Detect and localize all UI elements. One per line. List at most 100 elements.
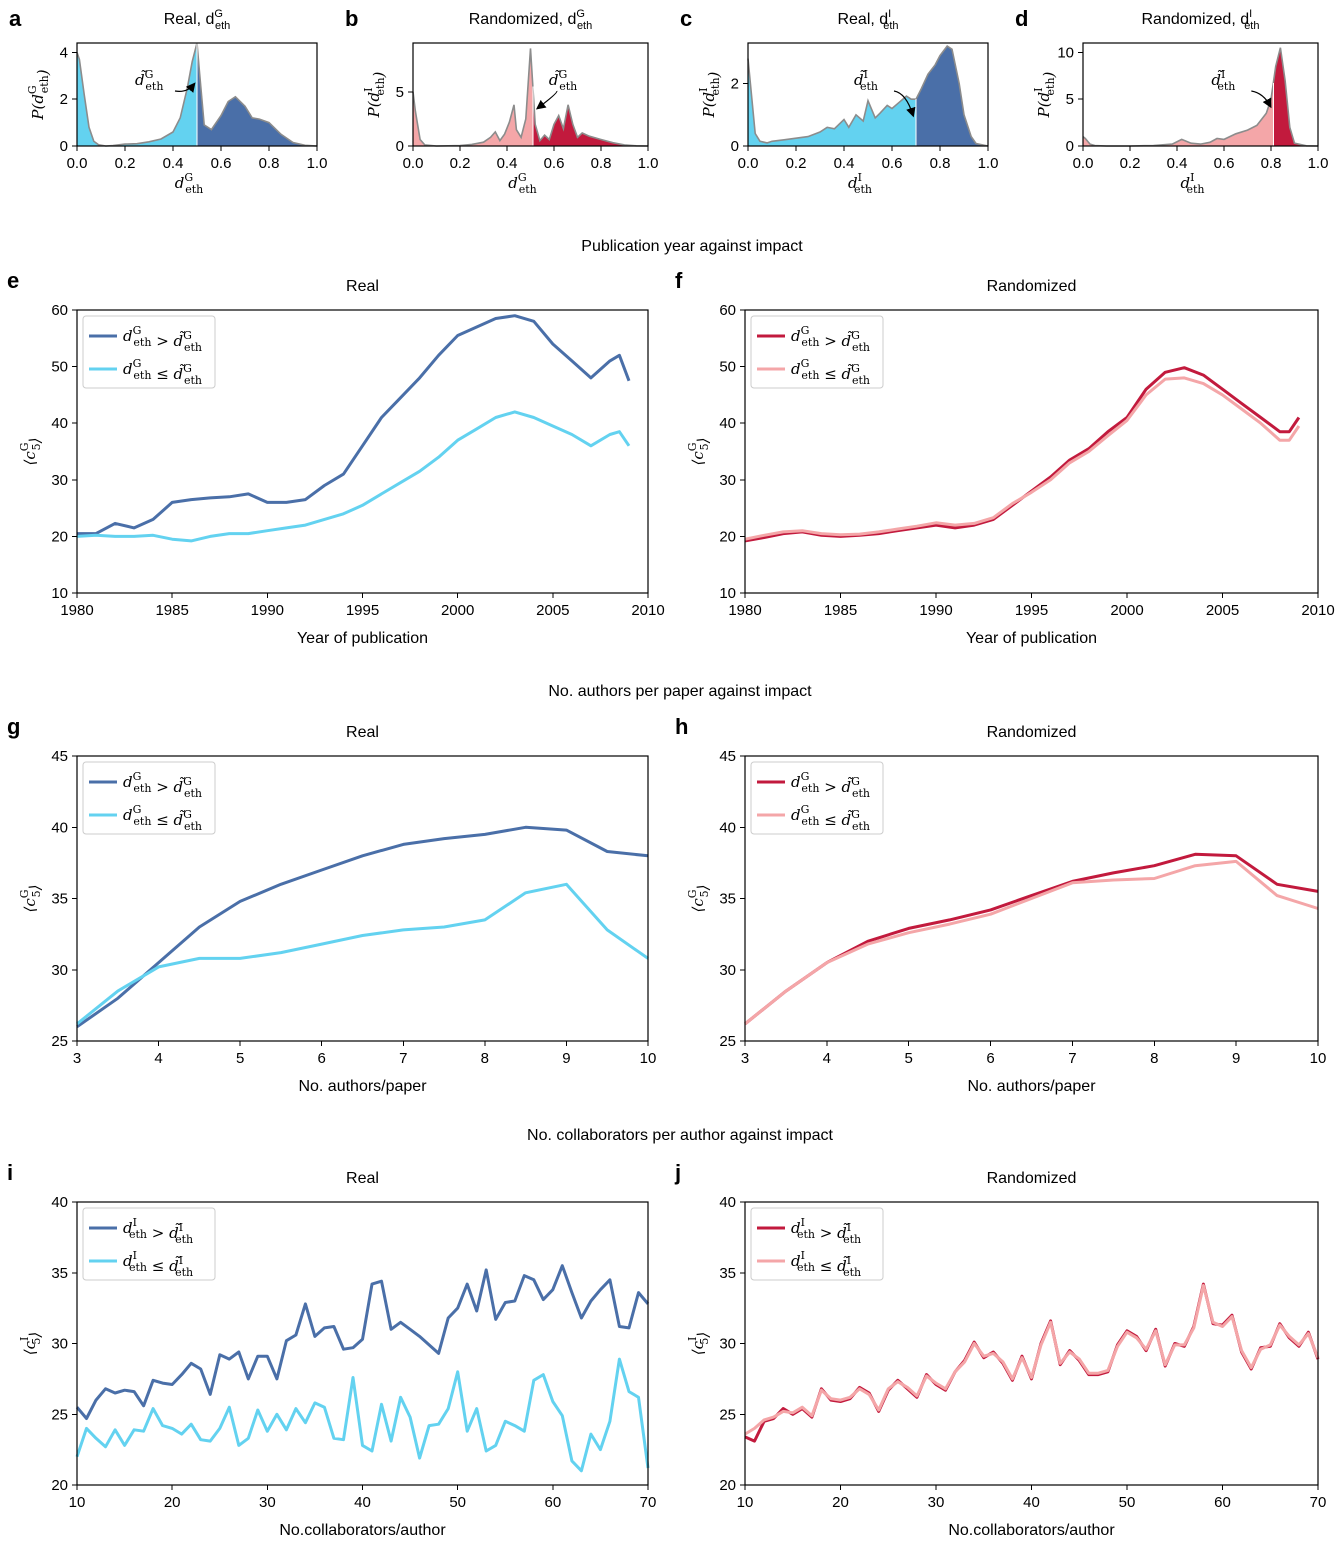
x-tick-label-a-2: 0.4 [163, 155, 184, 172]
y-tick-label-b-0: 0 [396, 138, 404, 155]
x-tick-label-c-1: 0.2 [786, 155, 807, 172]
x-axis-label-f: Year of publication [966, 630, 1097, 647]
y-tick-label-a-1: 2 [60, 91, 68, 108]
y-tick-label-a-2: 4 [60, 44, 68, 61]
panel-title-j: Randomized [987, 1170, 1077, 1187]
y-tick-label-f-0: 10 [719, 585, 736, 602]
panel-letter-c: c [680, 6, 692, 31]
x-tick-label-i-2: 30 [259, 1494, 276, 1511]
panel-title-f: Randomized [987, 278, 1077, 295]
series-line-i-1 [75, 1357, 650, 1473]
y-tick-label-j-2: 30 [719, 1336, 736, 1353]
y-tick-label-f-5: 60 [719, 302, 736, 319]
density-below-threshold-c [748, 58, 916, 146]
y-axis-label-f: ⟨cG5⟩ [686, 438, 712, 466]
series-line-e-0 [77, 314, 631, 536]
threshold-annotation-b: d̃G eth [549, 68, 577, 93]
y-tick-label-d-2: 10 [1057, 44, 1074, 61]
x-tick-label-a-0: 0.0 [67, 155, 88, 172]
y-tick-label-d-0: 0 [1066, 138, 1074, 155]
x-axis-label-i: No.collaborators/author [279, 1522, 446, 1539]
x-tick-label-g-1: 4 [154, 1050, 162, 1067]
legend-label-h-1: dG eth ≤ d̃G eth [791, 803, 870, 833]
x-axis-label-h: No. authors/paper [967, 1078, 1096, 1095]
x-tick-label-c-4: 0.8 [930, 155, 951, 172]
y-tick-label-h-4: 45 [719, 748, 736, 765]
x-tick-label-g-0: 3 [73, 1050, 81, 1067]
panel-letter-a: a [9, 6, 22, 31]
legend-label-f-1: dG eth ≤ d̃G eth [791, 357, 870, 387]
density-below-threshold-b [413, 48, 533, 146]
x-tick-label-h-3: 6 [986, 1050, 994, 1067]
x-tick-label-d-5: 1.0 [1308, 155, 1329, 172]
x-tick-label-i-6: 70 [640, 1494, 657, 1511]
panel-title-e: Real [346, 278, 379, 295]
y-tick-label-e-5: 60 [51, 302, 68, 319]
legend-label-g-0: dG eth > d̃G eth [123, 770, 202, 800]
x-tick-label-i-1: 20 [164, 1494, 181, 1511]
panel-title-d: Randomized, dI eth [1142, 8, 1260, 32]
x-tick-label-e-4: 2000 [441, 602, 474, 619]
x-tick-label-d-4: 0.8 [1261, 155, 1282, 172]
x-tick-label-h-0: 3 [741, 1050, 749, 1067]
x-tick-label-a-5: 1.0 [307, 155, 328, 172]
density-below-threshold-a [77, 43, 197, 146]
y-tick-label-g-3: 40 [51, 819, 68, 836]
series-line-i-0 [75, 1264, 650, 1420]
x-axis-label-d: dI eth [1181, 171, 1205, 196]
x-tick-label-h-4: 7 [1068, 1050, 1076, 1067]
x-tick-label-g-3: 6 [318, 1050, 326, 1067]
x-tick-label-i-5: 60 [544, 1494, 561, 1511]
panel-title-h: Randomized [987, 724, 1077, 741]
panel-letter-f: f [675, 268, 683, 293]
x-tick-label-d-1: 0.2 [1120, 155, 1141, 172]
x-tick-label-b-2: 0.4 [497, 155, 518, 172]
x-tick-label-c-5: 1.0 [978, 155, 999, 172]
y-tick-label-g-4: 45 [51, 748, 68, 765]
series-line-j-1 [744, 1284, 1320, 1436]
density-above-threshold-b [532, 86, 648, 146]
legend-label-i-0: dI eth > d̃I eth [123, 1216, 193, 1246]
x-tick-label-e-3: 1995 [346, 602, 379, 619]
y-tick-label-i-1: 25 [51, 1406, 68, 1423]
x-axis-label-g: No. authors/paper [298, 1078, 427, 1095]
y-tick-label-h-1: 30 [719, 962, 736, 979]
x-tick-label-i-3: 40 [354, 1494, 371, 1511]
density-below-threshold-d [1083, 82, 1274, 146]
x-tick-label-b-0: 0.0 [403, 155, 424, 172]
y-tick-label-i-2: 30 [51, 1336, 68, 1353]
y-tick-label-j-3: 35 [719, 1265, 736, 1282]
y-tick-label-e-1: 20 [51, 528, 68, 545]
x-tick-label-a-1: 0.2 [115, 155, 136, 172]
y-tick-label-j-4: 40 [719, 1194, 736, 1211]
legend-label-i-1: dI eth ≤ d̃I eth [123, 1249, 193, 1279]
x-tick-label-c-2: 0.4 [834, 155, 855, 172]
y-tick-label-h-2: 35 [719, 891, 736, 908]
legend-label-h-0: dG eth > d̃G eth [791, 770, 870, 800]
x-axis-label-b: dG eth [508, 171, 536, 196]
y-axis-label-h: ⟨cG5⟩ [686, 885, 712, 913]
panel-title-b: Randomized, dG eth [469, 8, 592, 32]
density-above-threshold-a [197, 43, 317, 146]
series-line-e-1 [76, 410, 631, 543]
y-tick-label-e-2: 30 [51, 472, 68, 489]
x-tick-label-d-0: 0.0 [1073, 155, 1094, 172]
y-tick-label-e-3: 40 [51, 415, 68, 432]
y-tick-label-f-2: 30 [719, 472, 736, 489]
panel-b: b Randomized, dG eth d̃G eth 0.0 0.2 0.4 0.6 0.8 1… [345, 6, 658, 196]
x-tick-label-i-0: 10 [69, 1494, 86, 1511]
x-tick-label-c-0: 0.0 [738, 155, 759, 172]
x-tick-label-b-5: 1.0 [638, 155, 659, 172]
y-tick-label-i-3: 35 [51, 1265, 68, 1282]
y-tick-label-h-0: 25 [719, 1033, 736, 1050]
x-tick-label-j-1: 20 [832, 1494, 849, 1511]
y-axis-label-d: P(dIeth) [1032, 71, 1058, 118]
panel-letter-d: d [1015, 6, 1028, 31]
x-axis-label-c: dI eth [848, 171, 872, 196]
